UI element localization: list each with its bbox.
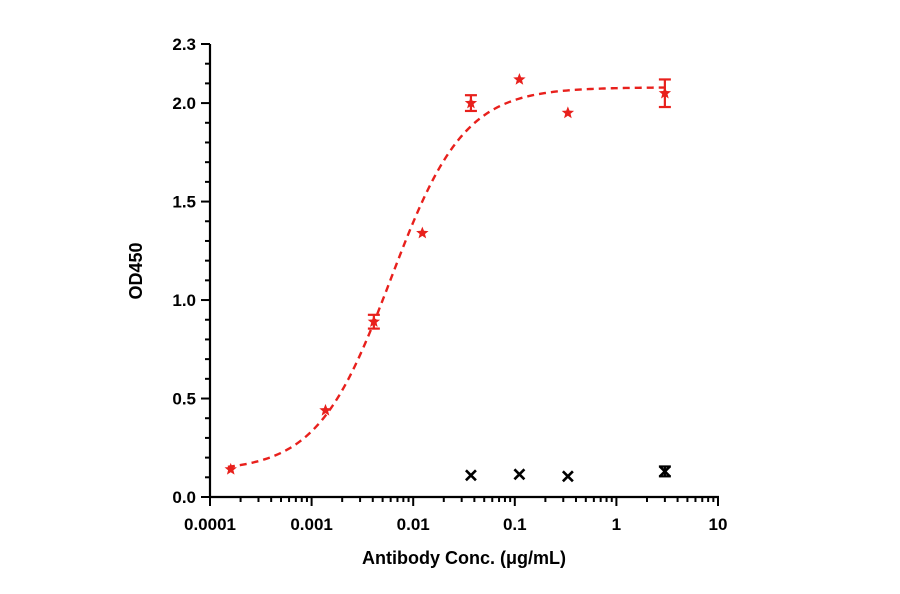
x-tick-label: 0.001 (290, 515, 333, 534)
x-tick-label: 10 (709, 515, 728, 534)
fit-curve-layer (227, 86, 665, 469)
ticks-layer: 0.0 0.5 1.0 1.5 2.0 2.3 0.0001 0.001 0.01 0.1 1 10 (172, 35, 727, 534)
data-points-layer (224, 72, 672, 483)
y-tick-label: 0.0 (172, 488, 196, 507)
data-point-x (561, 470, 574, 483)
y-axis-title: OD450 (126, 242, 146, 299)
data-point-x (465, 469, 477, 482)
data-point-star (464, 96, 478, 109)
y-tick-label: 1.0 (172, 291, 196, 310)
data-point-star (513, 72, 526, 85)
data-point-star (224, 462, 237, 475)
fit-curve (227, 86, 665, 469)
axes-layer (208, 44, 719, 499)
data-point-star (416, 226, 429, 239)
data-point-star (319, 403, 332, 416)
y-tick-label: 1.5 (172, 193, 196, 212)
y-tick-label: 2.3 (172, 35, 196, 54)
x-tick-label: 0.1 (503, 515, 527, 534)
x-tick-label: 0.0001 (184, 515, 236, 534)
data-point-x (658, 465, 671, 478)
x-tick-label: 0.01 (397, 515, 430, 534)
data-point-star (561, 106, 575, 119)
y-tick-label: 0.5 (172, 390, 196, 409)
y-tick-label: 2.0 (172, 94, 196, 113)
data-point-star (658, 86, 672, 99)
data-point-star (367, 315, 381, 327)
x-tick-label: 1 (612, 515, 621, 534)
x-axis-title: Antibody Conc. (μg/mL) (362, 548, 566, 568)
data-point-x (513, 468, 526, 481)
